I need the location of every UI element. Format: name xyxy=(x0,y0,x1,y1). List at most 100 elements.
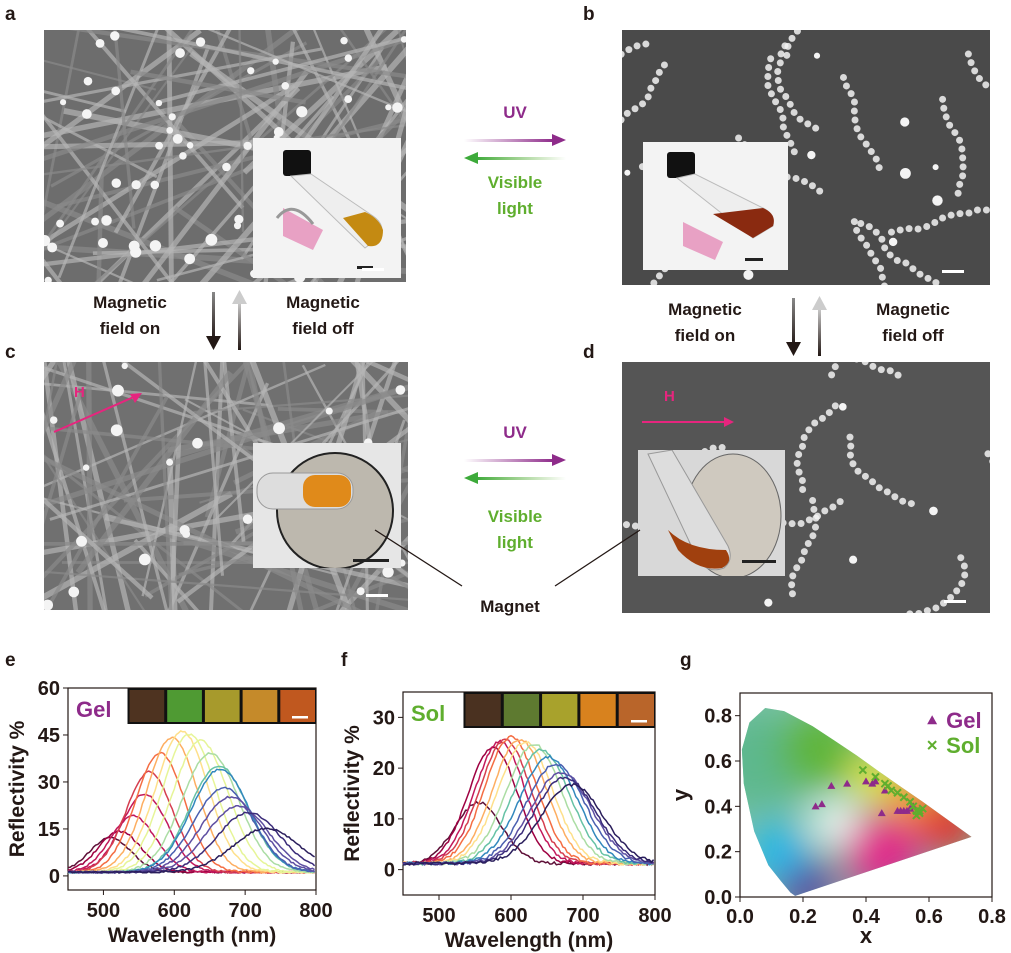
particle xyxy=(886,251,894,259)
particle xyxy=(110,424,123,437)
gel-point xyxy=(827,781,836,789)
field-off-arrow-icon xyxy=(232,290,247,350)
particle xyxy=(623,109,631,117)
magnetic-field-on-label-left: Magnetic field on xyxy=(75,290,185,342)
particle xyxy=(296,106,308,118)
particle xyxy=(849,555,858,564)
particle xyxy=(878,273,886,281)
visible-line2: light xyxy=(497,533,533,552)
x-tick-label: 800 xyxy=(638,905,671,927)
particle xyxy=(863,241,871,249)
spectrum-line xyxy=(67,730,315,874)
particle xyxy=(798,556,806,564)
particle xyxy=(878,235,886,243)
particle xyxy=(891,493,899,501)
sol-point xyxy=(918,804,927,813)
particle xyxy=(947,211,955,219)
legend-sol-marker-icon xyxy=(927,740,937,750)
spectrum-line xyxy=(402,782,655,866)
particle xyxy=(81,109,92,119)
particle xyxy=(946,121,954,129)
particle xyxy=(774,68,782,76)
particle xyxy=(644,93,652,101)
particle xyxy=(853,226,861,234)
particle xyxy=(273,127,284,137)
sem-image-gel-magnetic: H xyxy=(44,362,408,610)
particle xyxy=(782,92,790,100)
y-tick-label: 45 xyxy=(38,725,60,747)
magnetic-field-on-label-right: Magnetic field on xyxy=(650,297,760,349)
particle xyxy=(857,234,865,242)
gel-point xyxy=(877,809,886,817)
particle xyxy=(83,76,93,86)
sol-point xyxy=(858,765,868,775)
particle xyxy=(788,520,796,528)
particle xyxy=(400,36,406,43)
field-arrow-icon xyxy=(642,417,734,427)
gel-point xyxy=(880,786,889,794)
sol-point xyxy=(899,793,909,802)
x-tick-label: 0.8 xyxy=(978,906,1006,928)
particle xyxy=(932,279,940,285)
particle xyxy=(867,148,875,156)
particle xyxy=(964,50,972,58)
particle xyxy=(800,178,808,186)
particle xyxy=(779,114,787,122)
x-tick-label: 0.4 xyxy=(852,906,881,928)
spectrum-line xyxy=(402,754,654,866)
particle xyxy=(805,426,813,434)
particle xyxy=(818,414,826,422)
particle xyxy=(942,113,950,121)
particle xyxy=(356,587,365,596)
field-off-arrow-icon xyxy=(812,296,827,356)
particle xyxy=(91,217,100,226)
particle xyxy=(82,464,90,471)
particle xyxy=(44,599,54,610)
particle xyxy=(184,253,196,265)
particle xyxy=(764,81,772,89)
particle xyxy=(951,129,959,137)
particle xyxy=(816,187,824,195)
particle xyxy=(982,81,990,89)
particle xyxy=(975,75,983,83)
particle xyxy=(905,225,913,233)
particle xyxy=(101,215,112,226)
particle xyxy=(764,598,773,607)
particle xyxy=(622,521,630,529)
particle xyxy=(984,450,990,458)
particle xyxy=(896,226,904,234)
particle xyxy=(281,81,290,90)
particle xyxy=(344,95,353,104)
x-tick-label: 600 xyxy=(158,900,191,922)
particle xyxy=(49,416,58,424)
particle xyxy=(831,363,839,371)
particle xyxy=(862,140,870,148)
particle xyxy=(788,34,796,42)
particle xyxy=(743,269,754,280)
particle xyxy=(811,419,819,427)
particle xyxy=(808,182,816,190)
particle xyxy=(923,222,931,230)
particle xyxy=(395,385,406,395)
legend-gel-marker-icon xyxy=(927,715,938,725)
spectrum-line xyxy=(67,811,316,874)
y-tick-label: 0.4 xyxy=(704,796,733,818)
visible-line1: Visible xyxy=(487,507,543,526)
particle xyxy=(392,102,403,113)
particle xyxy=(800,548,808,556)
particle xyxy=(767,90,775,98)
particle xyxy=(958,579,966,587)
particle xyxy=(168,113,176,121)
particle xyxy=(850,107,858,115)
particle xyxy=(622,50,625,58)
particle xyxy=(121,362,128,370)
scale-bar xyxy=(745,258,763,261)
x-tick-label: 0.2 xyxy=(789,906,817,928)
color-swatch xyxy=(503,694,540,726)
particle xyxy=(929,506,938,516)
y-tick-label: 15 xyxy=(38,819,60,841)
particle xyxy=(795,468,803,476)
particle xyxy=(909,265,917,273)
particle xyxy=(788,590,796,598)
particle xyxy=(639,100,647,108)
